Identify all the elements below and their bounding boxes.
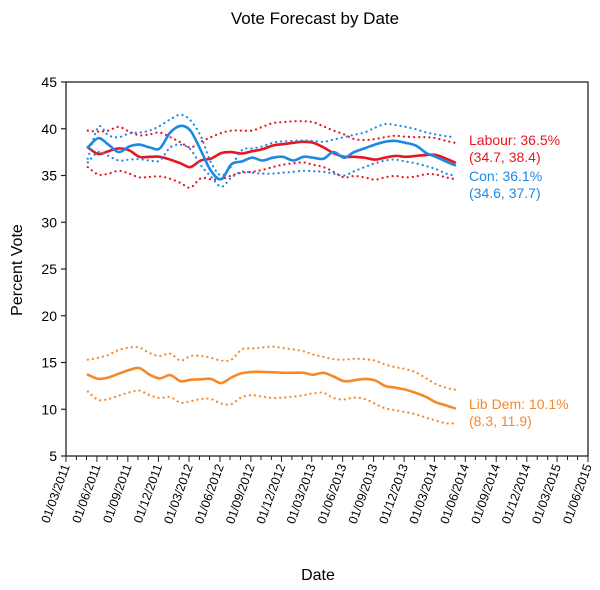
y-tick-label: 45 — [41, 74, 57, 90]
x-tick-label: 01/12/2011 — [131, 462, 165, 525]
labour-interval-line — [86, 161, 456, 189]
x-tick-label: 01/06/2015 — [560, 462, 595, 526]
y-tick-label: 35 — [41, 168, 57, 184]
x-tick-label: 01/09/2014 — [469, 462, 504, 526]
y-tick-label: 5 — [49, 448, 57, 464]
con-forecast-line — [86, 124, 457, 181]
con-interval-line — [86, 143, 456, 188]
con-interval-line — [86, 113, 456, 177]
x-tick-label: 01/12/2012 — [254, 462, 289, 526]
x-tick-label: 01/06/2011 — [70, 462, 104, 525]
x-tick-label: 01/09/2012 — [223, 462, 258, 526]
x-tick-label: 01/06/2013 — [315, 462, 350, 526]
y-tick-label: 10 — [41, 401, 57, 417]
libdem-annotation: Lib Dem: 10.1% — [469, 396, 569, 412]
y-tick-label: 30 — [41, 214, 57, 230]
libdem-interval-line — [86, 389, 456, 425]
x-tick-label: 01/03/2013 — [284, 462, 319, 526]
libdem-forecast-line — [86, 366, 457, 410]
y-tick-label: 40 — [41, 121, 57, 137]
libdem-interval-line — [86, 345, 456, 391]
y-tick-label: 20 — [41, 308, 57, 324]
x-tick-label: 01/12/2014 — [499, 462, 534, 526]
x-tick-label: 01/09/2013 — [346, 462, 381, 526]
chart-title: Vote Forecast by Date — [231, 9, 399, 28]
y-axis-label: Percent Vote — [9, 224, 26, 316]
x-tick-label: 01/09/2011 — [100, 462, 134, 525]
labour-interval-annotation: (34.7, 38.4) — [469, 149, 541, 165]
x-tick-label: 01/12/2013 — [376, 462, 411, 526]
y-tick-label: 15 — [41, 355, 57, 371]
libdem-interval-annotation: (8.3, 11.9) — [469, 413, 532, 429]
x-tick-label: 01/03/2012 — [161, 462, 196, 526]
con-interval-annotation: (34.6, 37.7) — [469, 185, 541, 201]
con-annotation: Con: 36.1% — [469, 168, 542, 184]
x-tick-label: 01/03/2014 — [407, 462, 442, 526]
x-tick-label: 01/03/2011 — [39, 462, 73, 525]
y-tick-label: 25 — [41, 261, 57, 277]
x-tick-label: 01/06/2012 — [192, 462, 227, 526]
x-tick-label: 01/06/2014 — [438, 462, 473, 526]
x-tick-label: 01/03/2015 — [529, 462, 564, 526]
x-axis-label: Date — [301, 567, 335, 584]
labour-annotation: Labour: 36.5% — [469, 132, 560, 148]
labour-forecast-line — [86, 140, 457, 169]
